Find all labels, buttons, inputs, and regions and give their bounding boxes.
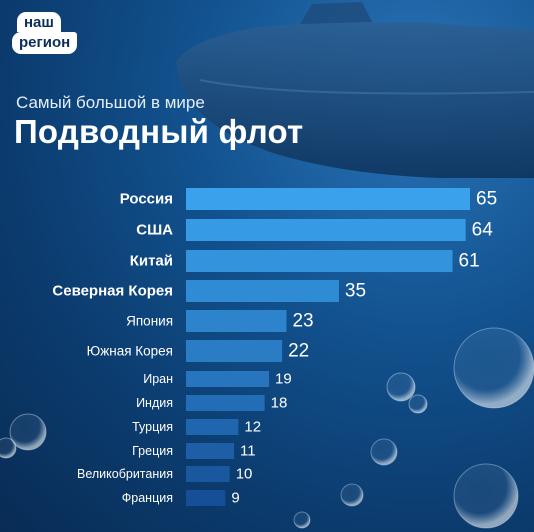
- category-label: Франция: [122, 491, 173, 505]
- value-label: 35: [345, 281, 366, 302]
- bar: [186, 280, 339, 302]
- category-label: Турция: [132, 420, 173, 434]
- value-label: 18: [271, 395, 288, 412]
- bar: [186, 490, 226, 506]
- bar: [186, 219, 466, 241]
- bar: [186, 419, 239, 435]
- category-label: Южная Корея: [87, 344, 173, 359]
- bubble-icon: [0, 437, 17, 459]
- value-label: 11: [240, 443, 256, 460]
- bar: [186, 250, 453, 272]
- category-label: Иран: [143, 372, 173, 386]
- bubble-icon: [370, 438, 398, 466]
- category-label: Великобритания: [77, 467, 173, 481]
- chart-subtitle: Самый большой в мире: [16, 93, 205, 112]
- value-label: 61: [459, 251, 480, 272]
- bar: [186, 310, 287, 332]
- category-label: Япония: [126, 314, 173, 329]
- value-label: 19: [275, 371, 292, 388]
- category-label: США: [136, 222, 173, 239]
- logo-line1: наш: [17, 12, 61, 32]
- submarine-icon: [176, 0, 534, 178]
- bar: [186, 340, 283, 362]
- bubble-icon: [453, 327, 534, 409]
- category-label: Китай: [130, 253, 173, 270]
- chart-title: Подводный флот: [14, 113, 304, 150]
- value-label: 22: [288, 341, 309, 362]
- bubble-icon: [293, 511, 311, 529]
- value-label: 65: [476, 189, 497, 210]
- bar: [186, 371, 270, 387]
- bar: [186, 188, 470, 210]
- category-label: Северная Корея: [52, 283, 173, 300]
- value-label: 9: [231, 490, 239, 507]
- bar: [186, 443, 235, 459]
- bar: [186, 395, 265, 411]
- bubble-icon: [453, 463, 519, 529]
- category-label: Греция: [132, 444, 173, 458]
- bubbles: [0, 327, 534, 529]
- bar: [186, 466, 230, 482]
- value-label: 12: [244, 419, 261, 436]
- bubble-icon: [340, 483, 364, 507]
- logo: наш регион: [12, 12, 78, 54]
- value-label: 64: [472, 220, 494, 241]
- bubble-icon: [408, 394, 428, 414]
- value-label: 23: [292, 311, 313, 332]
- bubble-icon: [9, 413, 47, 451]
- value-label: 10: [236, 466, 253, 483]
- category-label: Индия: [136, 396, 173, 410]
- bubble-icon: [386, 372, 416, 402]
- category-label: Россия: [120, 191, 173, 208]
- logo-line2: регион: [12, 32, 78, 54]
